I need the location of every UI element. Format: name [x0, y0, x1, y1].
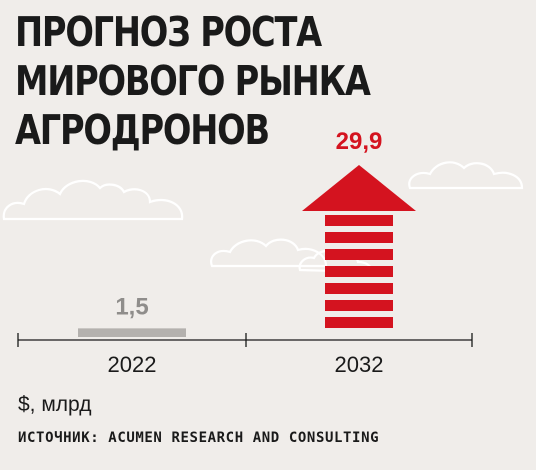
arrow-stripe-2032 — [325, 266, 393, 277]
cloud-icon — [408, 161, 524, 190]
data-label-2032: 29,9 — [336, 128, 383, 155]
x-axis: 2022 2032 — [17, 333, 473, 377]
x-tick-label: 2032 — [335, 352, 384, 377]
data-label-2022: 1,5 — [115, 293, 148, 320]
x-tick-label: 2022 — [108, 352, 157, 377]
bar-2022 — [78, 328, 186, 337]
arrow-stripe-2032 — [325, 300, 393, 311]
title-line-1: ПРОГНОЗ РОСТА — [15, 8, 322, 56]
arrow-head-2032 — [302, 165, 416, 211]
arrow-stripe-2032 — [325, 232, 393, 243]
cloud-decorations — [2, 161, 524, 274]
cloud-icon — [210, 238, 328, 268]
chart-title: ПРОГНОЗ РОСТА МИРОВОГО РЫНКА АГРОДРОНОВ — [15, 8, 371, 155]
chart-marks: 1,5 29,9 — [78, 128, 416, 337]
arrow-stripe-2032 — [325, 317, 393, 328]
source-label: ИСТОЧНИК: ACUMEN RESEARCH AND CONSULTING — [18, 430, 380, 446]
title-line-3: АГРОДРОНОВ — [15, 106, 270, 154]
arrow-stripe-2032 — [325, 283, 393, 294]
unit-label: $, млрд — [18, 393, 92, 416]
arrow-stripe-2032 — [325, 249, 393, 260]
arrow-stripe-2032 — [325, 215, 393, 226]
cloud-icon — [2, 179, 184, 221]
title-line-2: МИРОВОГО РЫНКА — [15, 57, 371, 105]
